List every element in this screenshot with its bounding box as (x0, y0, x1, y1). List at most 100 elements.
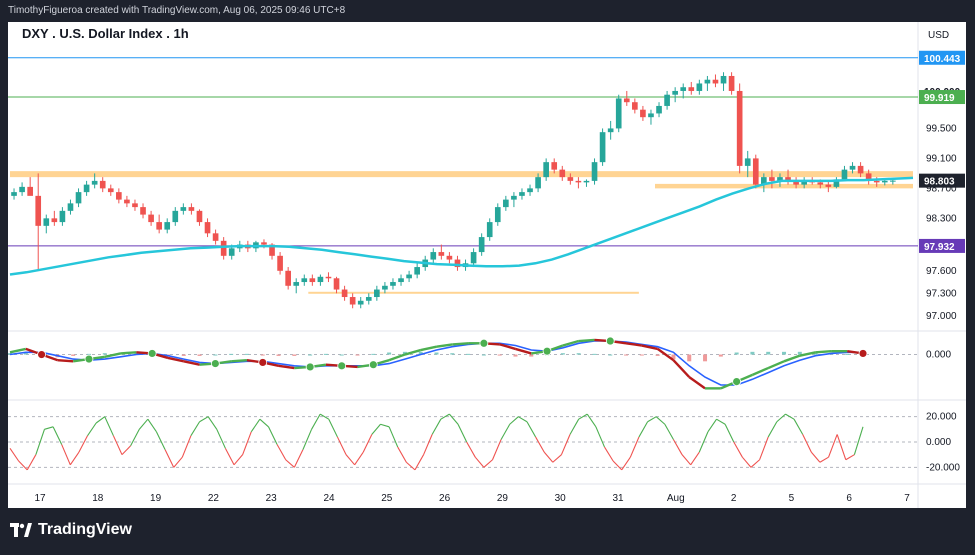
candle-body (59, 210, 66, 223)
macd-line-segment (688, 376, 706, 390)
candle-body (591, 162, 598, 181)
macd-line-segment (452, 342, 469, 346)
attribution-text: TimothyFigueroa created with TradingView… (8, 5, 346, 16)
osc-line-segment (121, 445, 132, 456)
candle-body (107, 188, 114, 193)
candle-body (607, 128, 614, 133)
osc-line-segment (52, 426, 63, 445)
tradingview-logo[interactable]: TradingView (10, 521, 132, 539)
macd-histogram-bar (387, 352, 392, 355)
candle-body (220, 240, 227, 256)
x-tick-label: 24 (323, 493, 335, 504)
osc-line-segment (414, 454, 425, 471)
support-resistance-zones (10, 171, 913, 294)
macd-histogram-bar (576, 353, 581, 355)
candle-body (454, 259, 461, 268)
candle-body (293, 282, 300, 286)
osc-line-segment (285, 459, 295, 468)
macd-histogram-bar (687, 354, 692, 362)
macd-histogram-bar (213, 354, 218, 356)
macd-histogram-bar (845, 353, 850, 355)
osc-line-segment (181, 435, 192, 458)
candle-body (446, 255, 453, 260)
candle-body (140, 207, 146, 215)
candle-body (873, 180, 880, 183)
x-tick-label: 22 (208, 493, 220, 504)
macd-histogram-bar (529, 354, 534, 357)
macd-histogram-bar (513, 354, 518, 357)
x-tick-label: 17 (34, 493, 46, 504)
osc-line-segment (44, 426, 54, 430)
candle-body (752, 158, 759, 185)
macd-line-segment (57, 358, 74, 363)
candle-body (615, 98, 622, 129)
candle-body (349, 297, 356, 305)
candle-body (511, 195, 517, 200)
osc-line-segment (233, 454, 244, 466)
macd-line-segment (231, 358, 248, 363)
osc-line-segment (380, 423, 390, 428)
macd-histogram-bar (197, 354, 202, 356)
osc-line-segment (595, 426, 606, 448)
osc-line-segment (776, 413, 786, 423)
osc-line-segment (164, 449, 175, 468)
osc-line-segment (474, 456, 485, 468)
osc-line-segment (138, 418, 149, 430)
candle-body (728, 75, 735, 91)
osc-line-segment (397, 446, 407, 463)
crossover-dot (368, 360, 378, 370)
candle-body (43, 218, 50, 226)
macd-histogram-bar (481, 354, 486, 356)
candle-body (204, 222, 211, 234)
horizontal-levels (8, 57, 918, 247)
osc-line-segment (638, 421, 649, 438)
macd-histogram-bar (260, 354, 265, 356)
candle-body (470, 252, 477, 264)
macd-histogram-bar (671, 354, 676, 360)
candle-body (277, 255, 283, 271)
candle-body (99, 180, 106, 189)
osc-line-segment (388, 426, 399, 448)
price-label-box (919, 238, 965, 253)
osc-line-segment (104, 416, 114, 436)
chart-svg[interactable]: 99.500 99.100 98.700 98.300 97.600 97.300 97.0… (8, 22, 966, 508)
candle-body (148, 214, 154, 223)
osc-line-segment (836, 434, 847, 460)
candle-body (833, 179, 840, 187)
tradingview-icon (10, 523, 32, 537)
osc-line-segment (216, 429, 226, 449)
osc-line-segment (819, 456, 829, 463)
macd-line-segment (562, 339, 579, 347)
macd-histogram-bar (355, 354, 360, 356)
macd-histogram-bar (323, 353, 328, 355)
crossover-dot (479, 338, 489, 348)
macd-histogram-bar (292, 354, 297, 356)
osc-line-segment (612, 460, 623, 471)
osc-line-segment (354, 451, 364, 466)
macd-histogram-bar (276, 354, 281, 356)
macd-line-segment (104, 352, 121, 358)
candle-body (599, 132, 606, 163)
macd-histogram-bar (418, 351, 423, 355)
candle-body (769, 177, 775, 181)
candle-body (116, 192, 122, 200)
osc-tick-label: -20.000 (926, 462, 960, 473)
price-tick-label: 99.500 (926, 123, 957, 134)
candle-body (849, 165, 856, 170)
macd-histogram-bar (450, 353, 455, 355)
macd-histogram-bar (102, 353, 107, 355)
osc-line-segment (500, 423, 511, 440)
ma-line (9, 176, 914, 276)
price-label: 97.932 (924, 242, 955, 253)
price-label-box (919, 90, 965, 105)
osc-line-segment (672, 439, 683, 455)
macd-line-segment (641, 344, 658, 351)
osc-line-segment (61, 444, 71, 466)
macd-line-segment (751, 366, 769, 376)
candle-body (132, 203, 138, 208)
osc-line-segment (655, 416, 666, 425)
candle-body (890, 180, 896, 182)
osc-line-segment (681, 454, 692, 466)
chart-area[interactable]: 99.500 99.100 98.700 98.300 97.600 97.300 97.0… (8, 22, 966, 508)
candle-body (567, 177, 574, 181)
